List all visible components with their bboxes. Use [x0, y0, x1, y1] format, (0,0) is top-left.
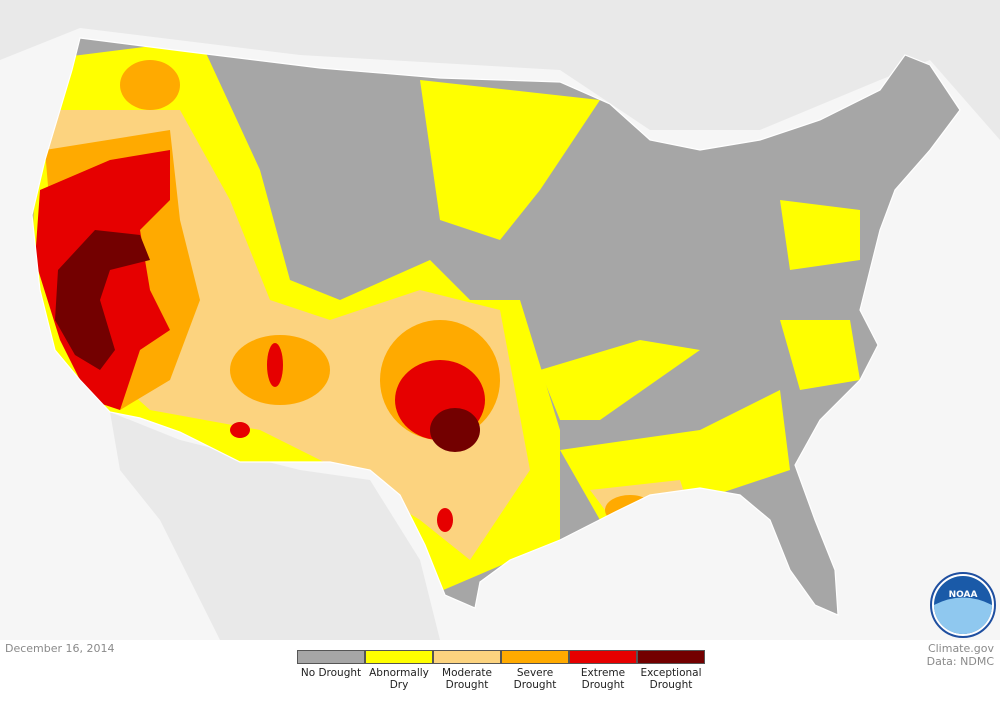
legend-item: Extreme Drought: [569, 650, 637, 704]
legend-item: Severe Drought: [501, 650, 569, 704]
drought-area: [230, 422, 250, 438]
legend-label: Abnormally Dry: [369, 667, 429, 691]
drought-area: [55, 230, 150, 370]
logo-text: NOAA: [949, 590, 978, 600]
drought-area: [437, 508, 453, 532]
legend-item: Exceptional Drought: [637, 650, 705, 704]
drought-area: [267, 343, 283, 387]
legend-label: Moderate Drought: [442, 667, 492, 691]
credit: Data: NDMC: [926, 655, 994, 668]
legend-label: Exceptional Drought: [640, 667, 702, 691]
drought-area: [780, 200, 860, 270]
legend-swatch: [637, 650, 705, 664]
date: December 16, 2014: [5, 642, 115, 655]
legend-swatch: [501, 650, 569, 664]
legend-label: Extreme Drought: [580, 667, 626, 691]
legend-item: No Drought: [297, 650, 365, 704]
drought-area: [540, 340, 700, 420]
legend-item: Abnormally Dry: [365, 650, 433, 704]
credit: Climate.gov: [927, 642, 994, 655]
legend-swatch: [297, 650, 365, 664]
legend-swatch: [569, 650, 637, 664]
legend-swatch: [365, 650, 433, 664]
legend-label: Severe Drought: [513, 667, 557, 691]
drought-map: NOAA: [0, 0, 1000, 640]
drought-area: [430, 408, 480, 452]
drought-area: [120, 60, 180, 110]
legend: No Drought Abnormally Dry Moderate Drought…: [297, 650, 705, 704]
legend-item: Moderate Drought: [433, 650, 501, 704]
legend-label: No Drought: [300, 667, 362, 679]
canada: [0, 0, 1000, 140]
mexico: [110, 412, 440, 640]
legend-swatch: [433, 650, 501, 664]
noaa-logo: NOAA: [930, 572, 996, 638]
drought-area: [780, 320, 860, 390]
drought-area: [420, 80, 600, 240]
